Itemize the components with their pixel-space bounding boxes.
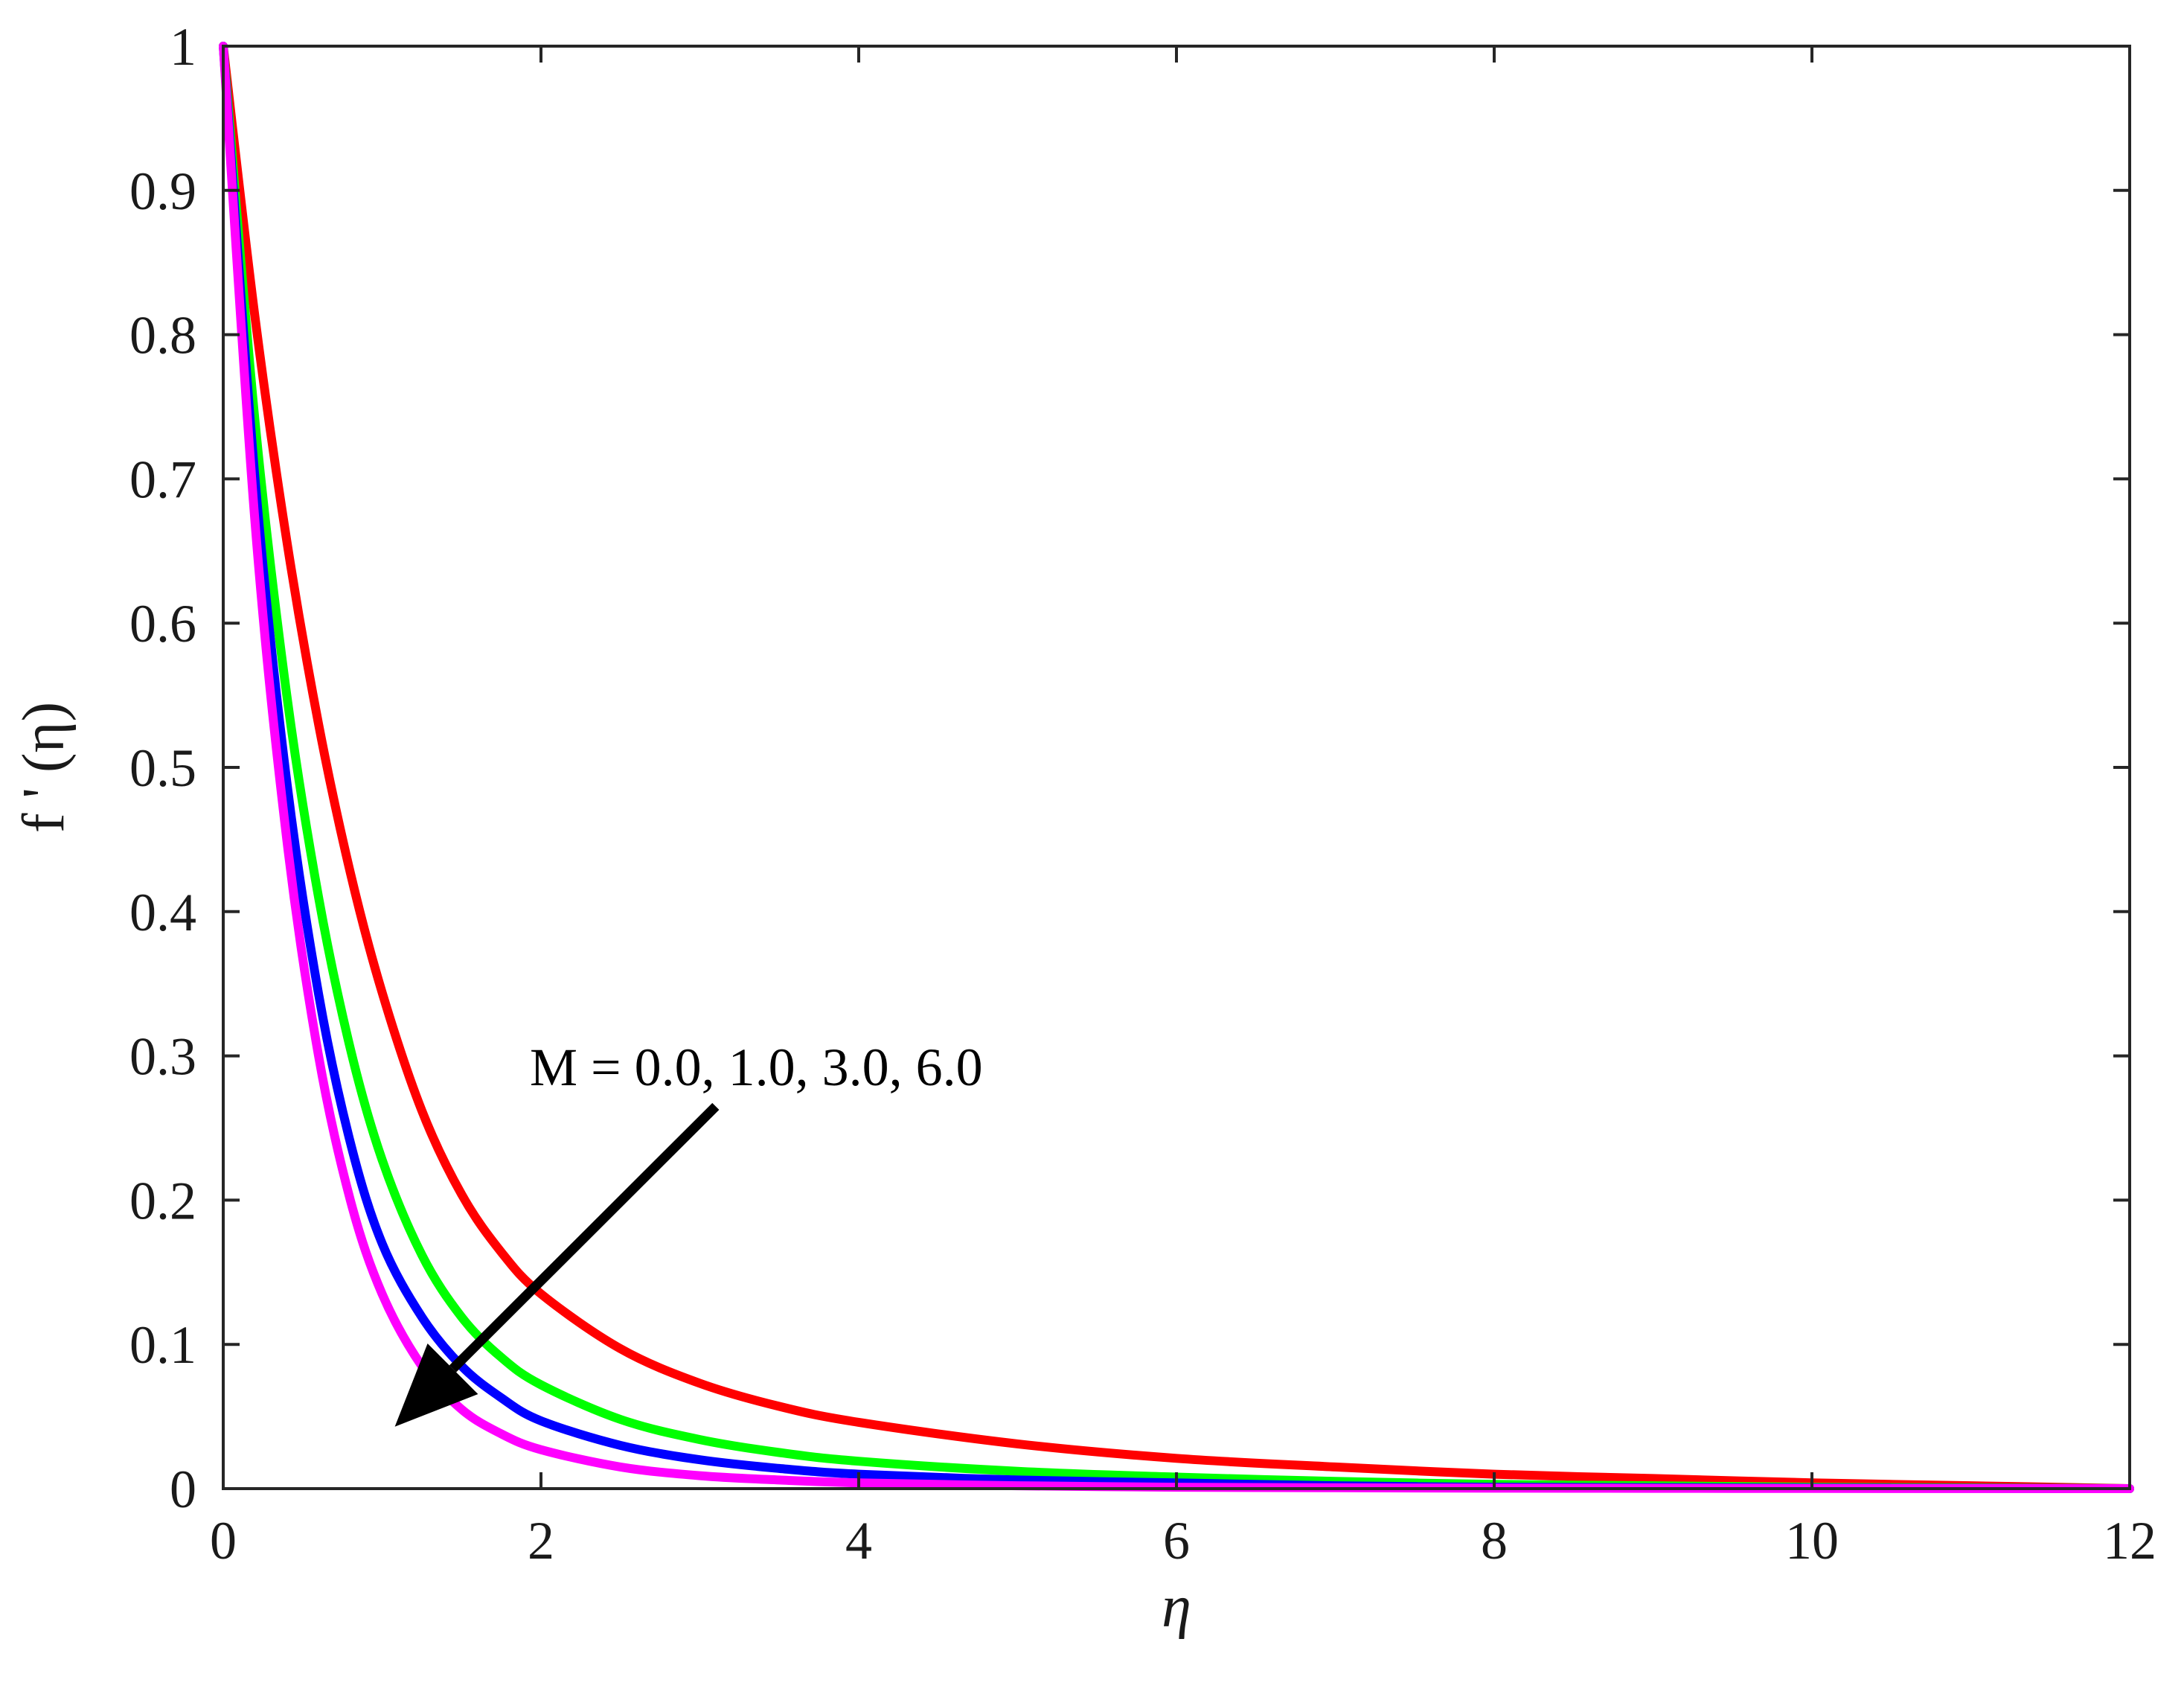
annotation-layer: M = 0.0, 1.0, 3.0, 6.0 (394, 1038, 983, 1427)
x-axis-label: η (1162, 1574, 1191, 1640)
y-tick-label: 0 (170, 1460, 196, 1519)
annotation-arrow-shaft (449, 1102, 720, 1373)
y-tick-label: 0.7 (129, 450, 196, 509)
y-tick-label: 0.6 (129, 594, 196, 654)
y-axis-label: f ' (η) (11, 702, 77, 833)
y-tick-label: 0.2 (129, 1171, 196, 1230)
y-tick-label: 0.9 (129, 162, 196, 221)
x-tick-label: 8 (1481, 1511, 1508, 1571)
y-tick-label: 0.1 (129, 1315, 196, 1375)
x-tick-label: 6 (1163, 1511, 1190, 1571)
x-tick-label: 2 (528, 1511, 554, 1571)
x-tick-label: 4 (845, 1511, 872, 1571)
x-tick-label: 10 (1785, 1511, 1839, 1571)
y-tick-label: 0.3 (129, 1027, 196, 1087)
series-line-1 (219, 42, 2134, 1493)
x-tick-label: 12 (2103, 1511, 2156, 1571)
annotation-label: M = 0.0, 1.0, 3.0, 6.0 (530, 1038, 983, 1097)
y-tick-label: 1 (170, 17, 196, 77)
annotation-arrow-head (394, 1343, 478, 1427)
y-tick-label: 0.5 (129, 738, 196, 798)
y-tick-label: 0.4 (129, 883, 196, 942)
x-tick-label: 0 (210, 1511, 237, 1571)
tick-layer: 0 2 4 6 8 10 12 0 0.1 0.2 0.3 0.4 0.5 0.6 0.7 0.8 0.9 1 (129, 17, 2156, 1571)
y-tick-label: 0.8 (129, 306, 196, 365)
